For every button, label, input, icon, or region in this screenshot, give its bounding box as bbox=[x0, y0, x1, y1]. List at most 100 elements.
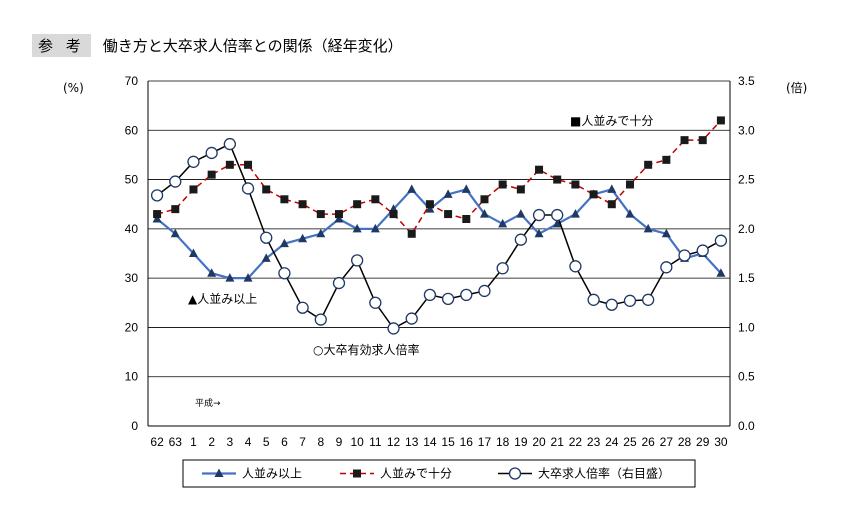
data-point bbox=[407, 229, 416, 238]
right-tick-label: 0.0 bbox=[738, 419, 755, 433]
data-point bbox=[298, 200, 307, 209]
data-point bbox=[498, 218, 508, 228]
data-point bbox=[188, 248, 198, 257]
x-tick-label: 13 bbox=[405, 435, 419, 449]
data-point bbox=[152, 214, 162, 223]
data-point bbox=[696, 244, 709, 257]
left-tick-label: 50 bbox=[125, 173, 139, 187]
left-unit-label: (%) bbox=[63, 81, 84, 95]
data-point bbox=[480, 195, 489, 204]
data-point bbox=[369, 296, 382, 309]
data-point bbox=[516, 185, 525, 194]
data-point bbox=[532, 208, 546, 222]
data-point bbox=[605, 298, 618, 311]
x-tick-label: 9 bbox=[336, 435, 343, 449]
data-point bbox=[571, 180, 580, 189]
data-point bbox=[334, 210, 343, 219]
data-point bbox=[241, 182, 255, 195]
data-point bbox=[207, 170, 216, 179]
data-point bbox=[387, 322, 400, 335]
data-point bbox=[407, 184, 417, 193]
data-point bbox=[444, 210, 453, 219]
data-point bbox=[443, 189, 453, 198]
data-point bbox=[205, 146, 218, 160]
right-unit-label: (倍) bbox=[786, 80, 807, 95]
x-tick-label: 20 bbox=[532, 435, 546, 449]
data-point bbox=[279, 238, 289, 248]
x-tick-label: 25 bbox=[623, 435, 637, 449]
data-point bbox=[316, 210, 325, 219]
data-point bbox=[223, 137, 236, 151]
x-tick-label: 21 bbox=[551, 435, 565, 449]
data-point bbox=[478, 284, 491, 298]
x-tick-label: 19 bbox=[514, 435, 528, 449]
data-point bbox=[514, 233, 527, 246]
data-point bbox=[261, 253, 271, 262]
era-annotation: 平成→ bbox=[195, 397, 221, 409]
left-tick-label: 0 bbox=[131, 419, 138, 433]
data-point bbox=[353, 469, 361, 478]
data-point bbox=[678, 249, 691, 262]
right-tick-label: 2.5 bbox=[738, 173, 755, 187]
data-point bbox=[187, 155, 200, 168]
data-point bbox=[462, 215, 471, 223]
data-point bbox=[625, 209, 635, 218]
data-point bbox=[461, 184, 471, 193]
annotation-series-3: ○大卒有効求人倍率 bbox=[313, 342, 419, 357]
x-tick-label: 17 bbox=[478, 435, 492, 449]
data-point bbox=[552, 218, 562, 228]
legend-label: 人並み以上 bbox=[242, 467, 302, 481]
data-point bbox=[716, 268, 726, 277]
x-tick-label: 14 bbox=[423, 435, 437, 449]
data-point bbox=[171, 205, 180, 214]
right-tick-label: 0.5 bbox=[738, 370, 755, 384]
data-point bbox=[662, 155, 671, 164]
series-2 bbox=[153, 116, 725, 238]
data-point bbox=[714, 234, 728, 247]
data-point bbox=[170, 228, 180, 238]
x-tick-label: 28 bbox=[678, 435, 692, 449]
x-tick-label: 30 bbox=[714, 435, 728, 449]
right-tick-label: 3.5 bbox=[738, 74, 755, 88]
annotation-series-2: ■人並みで十分 bbox=[570, 114, 653, 128]
x-tick-label: 29 bbox=[696, 435, 710, 449]
data-point bbox=[680, 136, 689, 145]
x-tick-label: 23 bbox=[587, 435, 601, 449]
title-tag: 参 考 bbox=[32, 33, 91, 57]
data-point bbox=[569, 260, 582, 273]
data-point bbox=[551, 208, 564, 222]
data-point bbox=[169, 175, 182, 188]
x-tick-label: 16 bbox=[460, 435, 474, 449]
data-point bbox=[625, 180, 634, 189]
data-point bbox=[570, 209, 580, 218]
data-point bbox=[441, 292, 455, 305]
legend: 人並み以上 人並みで十分 大卒求人倍率（右目盛） bbox=[182, 459, 696, 488]
chart-title: 働き方と大卒求人倍率との関係（経年変化） bbox=[102, 36, 403, 55]
data-point bbox=[534, 228, 544, 238]
data-point bbox=[214, 468, 224, 477]
left-tick-label: 70 bbox=[125, 74, 139, 88]
x-tick-label: 3 bbox=[227, 435, 234, 449]
data-point bbox=[225, 273, 235, 282]
legend-label: 人並みで十分 bbox=[380, 467, 452, 481]
x-tick-label: 4 bbox=[245, 435, 252, 449]
left-tick-label: 60 bbox=[125, 123, 139, 137]
x-tick-label: 2 bbox=[208, 435, 215, 449]
series-3 bbox=[150, 137, 728, 335]
data-point bbox=[189, 185, 198, 194]
data-point bbox=[496, 262, 509, 275]
data-point bbox=[587, 293, 600, 306]
annotation-series-1: ▲人並み以上 bbox=[188, 292, 257, 306]
data-point bbox=[296, 301, 309, 314]
x-tick-label: 11 bbox=[369, 435, 382, 449]
right-tick-label: 3.0 bbox=[738, 123, 755, 137]
data-point bbox=[262, 185, 271, 194]
data-point bbox=[644, 160, 653, 169]
data-point bbox=[334, 214, 344, 223]
data-point bbox=[278, 267, 291, 280]
right-tick-label: 1.0 bbox=[738, 320, 755, 334]
data-point bbox=[153, 210, 162, 219]
data-point bbox=[660, 261, 673, 274]
data-point bbox=[243, 273, 253, 282]
